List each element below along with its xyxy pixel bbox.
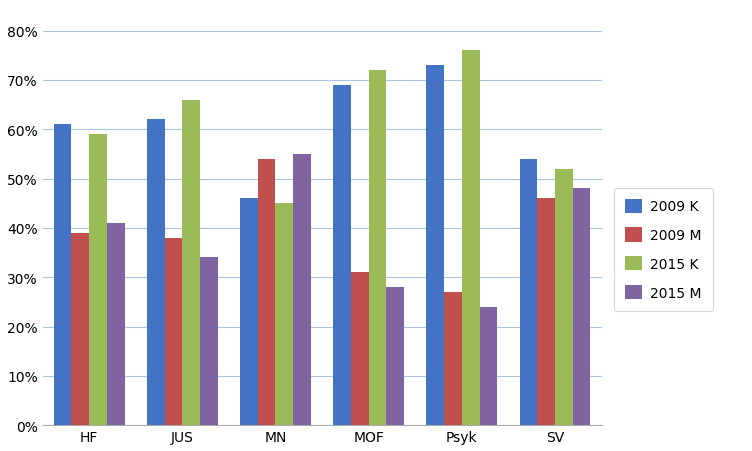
Bar — [240, 199, 258, 425]
Bar — [147, 120, 165, 425]
Bar — [293, 155, 311, 425]
Bar — [387, 287, 404, 425]
Bar — [71, 233, 89, 425]
Bar — [333, 86, 351, 425]
Bar — [258, 160, 275, 425]
Bar — [200, 258, 218, 425]
Bar — [182, 101, 200, 425]
Bar — [555, 169, 573, 425]
Legend: 2009 K, 2009 M, 2015 K, 2015 M: 2009 K, 2009 M, 2015 K, 2015 M — [614, 188, 713, 311]
Bar — [573, 189, 590, 425]
Bar — [351, 273, 368, 425]
Bar — [480, 307, 497, 425]
Bar — [165, 238, 182, 425]
Bar — [444, 292, 462, 425]
Bar — [53, 125, 71, 425]
Bar — [89, 135, 107, 425]
Bar — [538, 199, 555, 425]
Bar — [462, 51, 480, 425]
Bar — [275, 204, 293, 425]
Bar — [368, 71, 387, 425]
Bar — [426, 66, 444, 425]
Bar — [107, 224, 125, 425]
Bar — [520, 160, 538, 425]
